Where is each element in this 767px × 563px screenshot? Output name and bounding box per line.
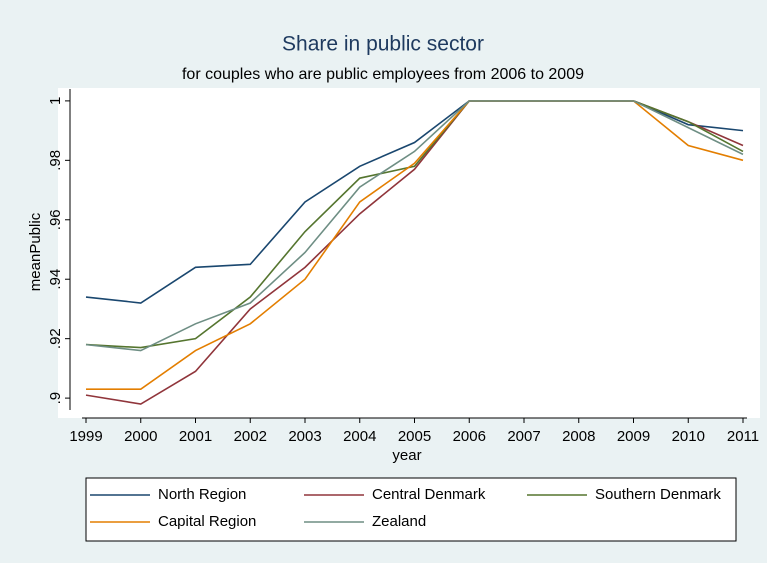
legend-label: Southern Denmark [595,486,721,503]
chart-title: Share in public sector [282,33,484,56]
y-tick-label: .9 [47,392,64,405]
x-tick-label: 2008 [562,428,595,445]
x-tick-label: 2005 [398,428,431,445]
x-tick-label: 2007 [507,428,540,445]
legend-label: Central Denmark [372,486,486,503]
x-tick-label: 2000 [124,428,157,445]
x-tick-label: 2001 [179,428,212,445]
x-tick-label: 2002 [234,428,267,445]
y-tick-label: .98 [47,150,64,171]
chart-subtitle: for couples who are public employees fro… [182,66,584,83]
plot-background [58,88,760,418]
y-tick-label: .96 [47,209,64,230]
x-tick-label: 2003 [288,428,321,445]
series-line [85,100,744,352]
x-tick-label: 2004 [343,428,376,445]
x-axis-label: year [392,447,421,464]
x-tick-label: 1999 [69,428,102,445]
legend-box [85,477,737,542]
x-tick-label: 2010 [672,428,705,445]
x-tick-label: 2006 [453,428,486,445]
y-tick-label: 1 [47,97,64,105]
y-tick-label: .92 [47,328,64,349]
y-axis-label: meanPublic [27,212,44,291]
legend-label: Capital Region [158,513,256,530]
legend-label: Zealand [372,513,426,530]
legend-label: North Region [158,486,246,503]
x-tick-label: 2011 [727,428,759,445]
y-tick-label: .94 [47,269,64,290]
x-tick-label: 2009 [617,428,650,445]
